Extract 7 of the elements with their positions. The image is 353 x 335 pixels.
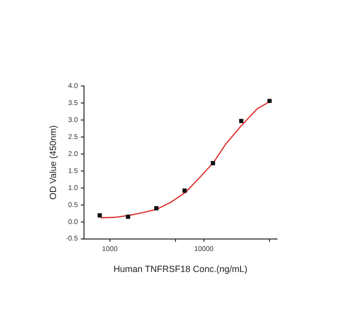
y-axis-title: OD Value (450nm) [48, 125, 58, 200]
point [182, 188, 187, 193]
point [239, 118, 244, 124]
x-axis-title: Human TNFRSF18 Conc.(ng/mL) [113, 264, 248, 274]
point [126, 214, 130, 219]
point [154, 206, 158, 210]
point [98, 213, 102, 218]
